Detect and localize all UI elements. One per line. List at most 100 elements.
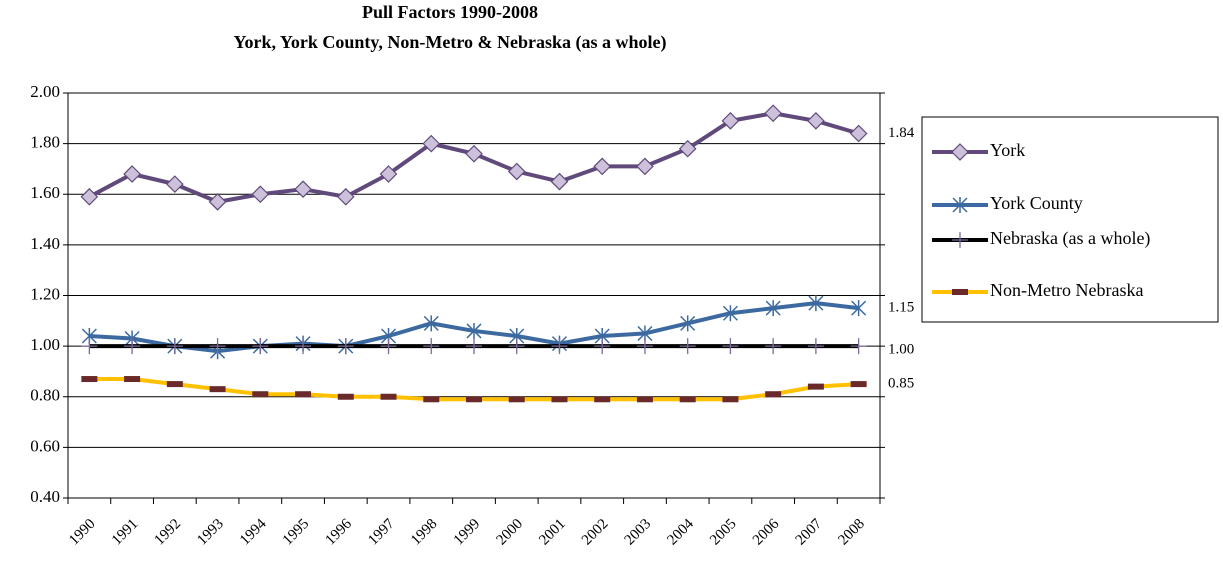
marker-shape — [124, 376, 141, 383]
data-point — [422, 134, 441, 153]
data-point — [251, 185, 270, 204]
data-point — [594, 338, 611, 355]
marker-shape — [765, 391, 782, 398]
marker-shape — [337, 393, 354, 400]
marker-shape — [208, 192, 227, 211]
marker-shape — [380, 393, 397, 400]
data-point — [508, 396, 525, 403]
y-tick-label: 1.40 — [30, 234, 60, 253]
data-point — [594, 396, 611, 403]
data-point — [209, 338, 226, 355]
marker-shape — [722, 396, 739, 403]
marker-shape — [636, 338, 653, 355]
marker-shape — [466, 396, 482, 403]
data-point — [678, 139, 697, 158]
legend-label: York County — [990, 193, 1083, 213]
marker-shape — [594, 396, 611, 403]
y-tick-label: 2.00 — [30, 82, 60, 101]
marker-shape — [466, 322, 482, 339]
data-point — [636, 396, 653, 403]
data-point — [252, 338, 269, 355]
marker-shape — [124, 338, 141, 355]
marker-shape — [722, 305, 738, 322]
marker-shape — [952, 197, 968, 213]
marker-shape — [951, 143, 969, 161]
data-point — [507, 162, 526, 181]
data-point — [379, 165, 398, 183]
marker-shape — [850, 381, 867, 388]
data-point — [851, 300, 867, 317]
data-point — [80, 187, 99, 206]
data-point — [423, 396, 440, 403]
marker-shape — [551, 338, 568, 355]
marker-shape — [765, 300, 781, 317]
data-point — [423, 315, 439, 332]
marker-shape — [850, 338, 867, 355]
marker-shape — [765, 338, 782, 355]
data-point — [81, 376, 98, 383]
marker-shape — [807, 383, 824, 390]
marker-shape — [251, 185, 270, 204]
marker-shape — [679, 396, 696, 403]
y-tick-label: 1.00 — [30, 335, 60, 354]
marker-shape — [294, 180, 312, 199]
data-point — [337, 393, 354, 400]
marker-shape — [337, 338, 354, 355]
y-tick-label: 1.80 — [30, 133, 60, 152]
chart-subtitle: York, York County, Non-Metro & Nebraska … — [234, 32, 667, 53]
data-point — [721, 111, 740, 130]
marker-shape — [952, 289, 968, 295]
marker-shape — [678, 139, 697, 158]
marker-shape — [808, 295, 824, 312]
end-label: 1.00 — [888, 342, 914, 358]
data-point — [466, 322, 482, 339]
data-point — [423, 338, 440, 355]
marker-shape — [807, 111, 825, 130]
marker-shape — [508, 396, 525, 403]
marker-shape — [508, 338, 525, 355]
data-point — [679, 396, 696, 403]
marker-shape — [507, 162, 526, 181]
marker-shape — [636, 157, 654, 176]
marker-shape — [764, 104, 783, 123]
marker-shape — [466, 338, 482, 355]
marker-shape — [252, 391, 269, 398]
data-point — [294, 180, 312, 199]
marker-shape — [165, 175, 184, 193]
end-label: 0.85 — [888, 376, 914, 392]
end-label: 1.84 — [888, 125, 915, 141]
marker-shape — [551, 396, 568, 403]
marker-shape — [680, 315, 696, 332]
data-point — [81, 338, 98, 355]
marker-shape — [851, 300, 867, 317]
data-point — [679, 338, 696, 355]
legend-marker — [952, 232, 968, 248]
marker-shape — [721, 111, 740, 130]
data-point — [550, 172, 569, 191]
y-tick-label: 0.60 — [30, 436, 60, 455]
data-point — [551, 396, 568, 403]
marker-shape — [807, 338, 824, 355]
legend-marker — [952, 197, 968, 213]
y-tick-label: 1.20 — [30, 284, 60, 303]
marker-shape — [423, 338, 440, 355]
y-tick-label: 1.60 — [30, 183, 60, 202]
marker-shape — [336, 187, 355, 206]
marker-shape — [952, 232, 968, 248]
data-point — [722, 396, 739, 403]
data-point — [295, 391, 312, 398]
legend-label: Nebraska (as a whole) — [990, 228, 1150, 249]
data-point — [849, 124, 868, 143]
marker-shape — [379, 165, 398, 183]
data-point — [551, 338, 568, 355]
marker-shape — [594, 338, 611, 355]
data-point — [165, 175, 184, 193]
marker-shape — [209, 338, 226, 355]
data-point — [850, 381, 867, 388]
data-point — [593, 157, 612, 176]
marker-shape — [80, 187, 99, 206]
marker-shape — [380, 338, 397, 355]
data-point — [765, 300, 781, 317]
marker-shape — [550, 172, 569, 191]
data-point — [465, 144, 483, 163]
